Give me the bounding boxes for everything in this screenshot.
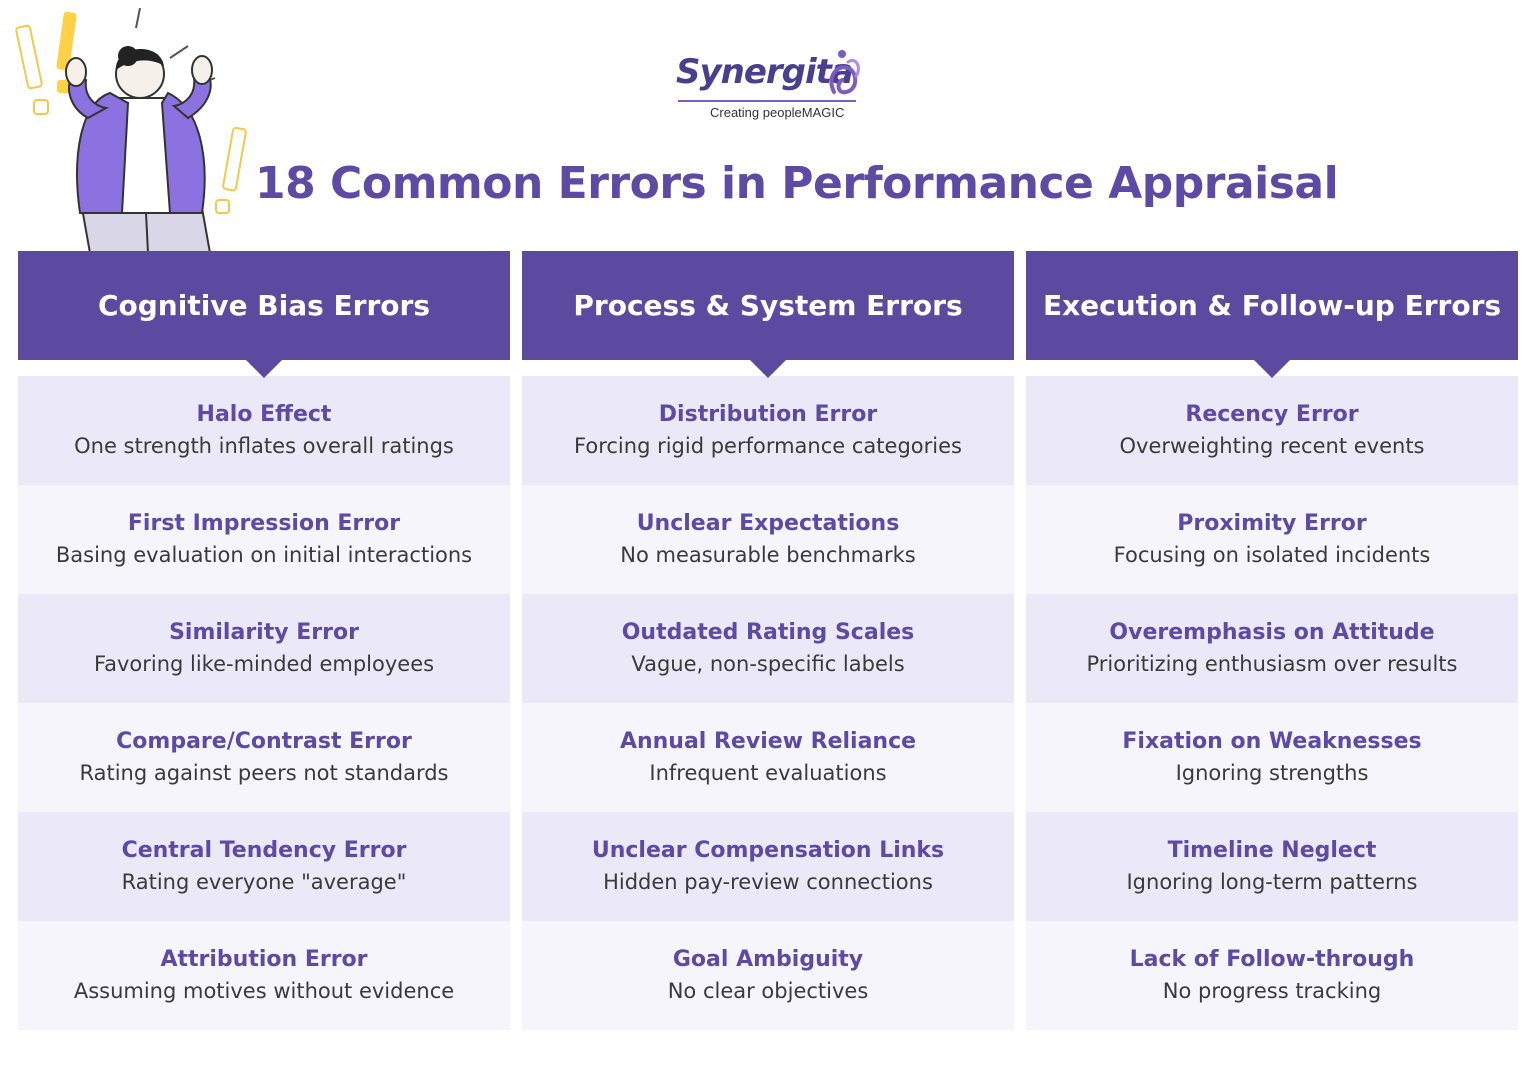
error-name: Distribution Error [658,401,878,427]
error-name: Lack of Follow-through [1129,946,1415,972]
column-process-system: Process & System Errors Distribution Err… [522,251,1014,1030]
error-name: Outdated Rating Scales [621,619,915,645]
error-description: Ignoring long-term patterns [1126,869,1418,894]
error-name: Unclear Expectations [636,510,900,536]
list-item: Halo Effect One strength inflates overal… [18,376,510,485]
column-title: Execution & Follow-up Errors [1042,289,1502,322]
error-name: Attribution Error [160,946,368,972]
error-name: Central Tendency Error [121,837,407,863]
error-description: No measurable benchmarks [620,542,916,567]
error-description: Hidden pay-review connections [603,869,933,894]
error-name: Compare/Contrast Error [116,728,412,754]
error-description: Rating against peers not standards [79,760,449,785]
list-item: Fixation on Weaknesses Ignoring strength… [1026,703,1518,812]
logo-tagline: Creating peopleMAGIC [710,105,845,120]
list-item: Attribution Error Assuming motives witho… [18,921,510,1030]
error-name: Recency Error [1185,401,1359,427]
list-item: Outdated Rating Scales Vague, non-specif… [522,594,1014,703]
list-item: Unclear Compensation Links Hidden pay-re… [522,812,1014,921]
error-name: Halo Effect [196,401,332,427]
list-item: Central Tendency Error Rating everyone "… [18,812,510,921]
list-item: Unclear Expectations No measurable bench… [522,485,1014,594]
column-title: Cognitive Bias Errors [97,289,431,322]
error-name: Unclear Compensation Links [591,837,945,863]
list-item: Overemphasis on Attitude Prioritizing en… [1026,594,1518,703]
column-title: Process & System Errors [573,289,963,322]
confused-person-illustration [10,7,255,254]
list-item: Compare/Contrast Error Rating against pe… [18,703,510,812]
error-description: Prioritizing enthusiasm over results [1086,651,1458,676]
error-description: Rating everyone "average" [121,869,407,894]
error-description: Focusing on isolated incidents [1113,542,1431,567]
error-description: Favoring like-minded employees [93,651,435,676]
list-item: Similarity Error Favoring like-minded em… [18,594,510,703]
error-description: Overweighting recent events [1119,433,1425,458]
error-name: Similarity Error [169,619,359,645]
column-execution-followup: Execution & Follow-up Errors Recency Err… [1026,251,1518,1030]
list-item: Goal Ambiguity No clear objectives [522,921,1014,1030]
error-description: One strength inflates overall ratings [74,433,454,458]
error-description: Vague, non-specific labels [631,651,905,676]
error-name: First Impression Error [127,510,401,536]
error-description: Forcing rigid performance categories [574,433,962,458]
error-description: No clear objectives [667,978,869,1003]
error-description: No progress tracking [1162,978,1382,1003]
error-description: Basing evaluation on initial interaction… [55,542,473,567]
column-header: Process & System Errors [522,251,1014,378]
column-cognitive-bias: Cognitive Bias Errors Halo Effect One st… [18,251,510,1030]
list-item: First Impression Error Basing evaluation… [18,485,510,594]
list-item: Annual Review Reliance Infrequent evalua… [522,703,1014,812]
logo-swirl-icon [829,50,860,95]
error-name: Timeline Neglect [1167,837,1377,863]
list-item: Proximity Error Focusing on isolated inc… [1026,485,1518,594]
list-item: Lack of Follow-through No progress track… [1026,921,1518,1030]
logo-wordmark: Synergita [676,52,854,92]
logo-underline [678,100,856,102]
error-description: Assuming motives without evidence [73,978,455,1003]
list-item: Distribution Error Forcing rigid perform… [522,376,1014,485]
error-name: Fixation on Weaknesses [1122,728,1422,754]
error-description: Infrequent evaluations [649,760,887,785]
error-name: Proximity Error [1177,510,1367,536]
error-name: Goal Ambiguity [672,946,864,972]
column-header: Execution & Follow-up Errors [1026,251,1518,378]
synergita-logo: Synergita Creating peopleMAGIC [660,44,880,124]
column-header: Cognitive Bias Errors [18,251,510,378]
list-item: Timeline Neglect Ignoring long-term patt… [1026,812,1518,921]
page-title: 18 Common Errors in Performance Appraisa… [255,158,1339,209]
error-name: Annual Review Reliance [619,728,917,754]
error-name: Overemphasis on Attitude [1109,619,1435,645]
error-description: Ignoring strengths [1175,760,1369,785]
list-item: Recency Error Overweighting recent event… [1026,376,1518,485]
